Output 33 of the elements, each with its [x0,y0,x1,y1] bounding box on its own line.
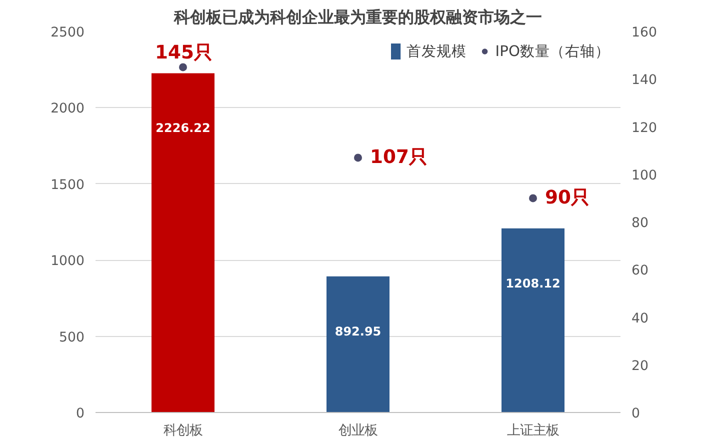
y2-tick-label: 140 [632,73,657,88]
bar [326,276,390,412]
data-label: 1208.12 [506,276,560,290]
y-tick-label: 2500 [50,26,85,40]
y2-tick-label: 120 [632,120,657,136]
data-label: 892.95 [334,324,382,338]
y-tick-label: 1000 [50,254,85,270]
legend-label: 首发规模 [406,42,466,60]
data-label: 2226.22 [156,121,210,136]
y-tick-label: 0 [76,406,85,422]
point [179,63,187,72]
y2-tick-label: 20 [632,358,648,374]
data-label: 107只 [370,147,428,168]
point [529,194,537,202]
y2-tick-label: 80 [632,216,648,231]
bar [502,228,564,412]
y2-tick-label: 160 [632,26,657,40]
x-tick-label: 创业板 [338,424,378,438]
x-tick-label: 科创板 [164,424,202,438]
y2-tick-label: 0 [632,406,640,422]
point [354,154,362,162]
x-tick-label: 上证主板 [507,422,559,438]
y-tick-label: 1500 [50,178,85,193]
y2-tick-label: 100 [632,168,657,184]
y-tick-label: 500 [59,330,85,346]
data-label: 90只 [545,188,590,209]
data-label: 145只 [155,42,213,64]
y2-tick-label: 60 [632,264,648,279]
chart-title: 科创板已成为科创企业最为重要的股权融资市场之一 [173,8,542,26]
bar [152,73,214,412]
y-tick-label: 2000 [50,102,85,117]
legend-label: IPO数量（右轴） [495,42,610,60]
y2-tick-label: 40 [632,311,648,326]
